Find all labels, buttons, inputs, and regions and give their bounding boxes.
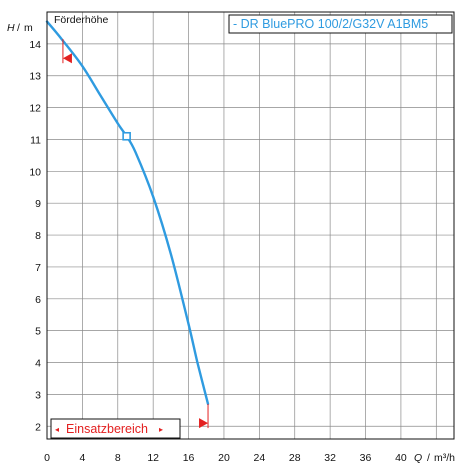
- legend-box: [228, 14, 453, 34]
- y-tick-label: 5: [35, 326, 41, 338]
- y-tick-label: 6: [35, 294, 41, 306]
- y-tick-label: 13: [29, 71, 41, 83]
- y-tick-label: 14: [29, 39, 41, 51]
- y-tick-label: 2: [35, 421, 41, 433]
- range-end-marker: [199, 418, 209, 429]
- x-tick-label: 8: [115, 452, 121, 464]
- range-label: Einsatzbereich: [66, 422, 148, 436]
- y-tick-label: 7: [35, 262, 41, 274]
- x-axis-unit-separator: /: [427, 452, 430, 464]
- y-tick-label: 3: [35, 389, 41, 401]
- y-axis-symbol: H: [7, 22, 15, 34]
- x-tick-label: 40: [395, 452, 407, 464]
- range-right-marker: ▸: [159, 425, 163, 434]
- range-start-marker: [62, 53, 72, 64]
- plot-area: [47, 12, 454, 439]
- x-tick-label: 12: [147, 452, 159, 464]
- y-axis-unit-separator: /: [17, 22, 20, 34]
- y-tick-labels: 2 3 4 5 6 7 8 9 10 11 12 13 14: [29, 39, 41, 433]
- y-axis-unit: m: [24, 22, 33, 34]
- y-tick-label: 10: [29, 166, 41, 178]
- series-layer: [45, 20, 210, 406]
- x-axis-symbol: Q: [414, 452, 422, 464]
- x-tick-label: 20: [218, 452, 230, 464]
- range-legend-box: [50, 418, 181, 439]
- legend-entry: - DR BluePRO 100/2/G32V A1BM5: [233, 17, 428, 31]
- chart-title: Förderhöhe: [54, 14, 108, 26]
- range-left-marker: ◂: [55, 425, 59, 434]
- x-tick-label: 24: [254, 452, 266, 464]
- x-tick-label: 32: [324, 452, 336, 464]
- y-tick-label: 9: [35, 198, 41, 210]
- operating-point-marker: [122, 131, 131, 141]
- marker-layer: [62, 39, 209, 429]
- plot-frame: [46, 11, 455, 440]
- y-tick-label: 12: [29, 103, 41, 115]
- y-tick-label: 11: [30, 134, 41, 146]
- x-tick-labels: 0 4 8 12 16 20 24 28 32 36 40: [44, 452, 407, 464]
- grid: [47, 12, 454, 439]
- series-line-dr-bluepro: [45, 20, 210, 406]
- y-tick-label: 8: [35, 230, 41, 242]
- x-tick-label: 4: [79, 452, 85, 464]
- x-axis-unit: m³/h: [434, 452, 455, 464]
- x-tick-label: 0: [44, 452, 50, 464]
- x-tick-label: 36: [360, 452, 372, 464]
- x-tick-label: 16: [183, 452, 195, 464]
- x-tick-label: 28: [289, 452, 301, 464]
- y-tick-label: 4: [35, 358, 41, 370]
